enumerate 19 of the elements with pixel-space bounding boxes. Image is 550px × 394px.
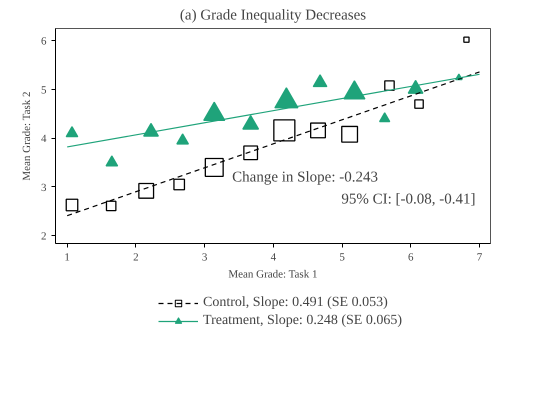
x-tick-label: 6 (408, 252, 414, 264)
y-tick-label: 2 (41, 230, 46, 243)
x-tick-label: 1 (64, 252, 70, 264)
annotation: 95% CI: [-0.08, -0.41] (341, 192, 476, 208)
y-axis-title: Mean Grade: Task 2 (21, 92, 33, 181)
x-axis-title: Mean Grade: Task 1 (228, 268, 318, 280)
chart-title: (a) Grade Inequality Decreases (180, 8, 366, 24)
x-tick-label: 7 (476, 252, 483, 264)
y-tick-label: 6 (41, 36, 47, 48)
x-tick-label: 2 (133, 252, 139, 264)
y-tick-label: 3 (41, 182, 47, 194)
annotation: Change in Slope: -0.243 (232, 170, 378, 186)
legend-label: Treatment, Slope: 0.248 (SE 0.065) (203, 313, 402, 329)
x-tick-label: 4 (270, 252, 277, 264)
x-tick-label: 5 (339, 252, 346, 264)
y-tick-label: 5 (41, 84, 47, 96)
y-tick-label: 4 (41, 133, 47, 146)
legend-label: Control, Slope: 0.491 (SE 0.053) (203, 295, 388, 311)
x-tick-label: 3 (202, 252, 208, 264)
